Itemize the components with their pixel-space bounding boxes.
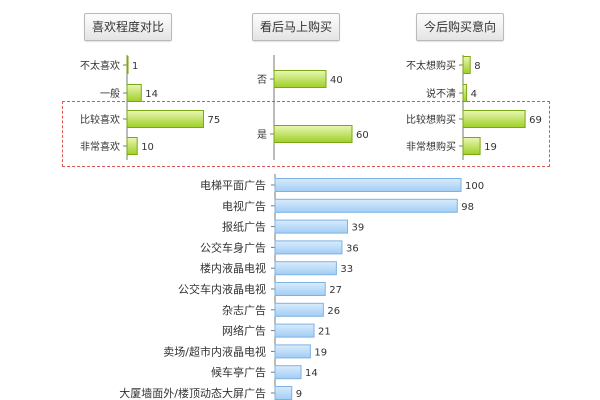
value-label-ad-channel: 36: [346, 243, 359, 254]
value-label-buy-now: 60: [356, 130, 369, 141]
category-label-ad-channel: 网络广告: [222, 324, 266, 338]
category-label-liking: 非常喜欢: [80, 140, 120, 153]
category-label-future-intent: 说不清: [426, 87, 456, 100]
bar-ad-channel: [274, 365, 302, 380]
category-label-ad-channel: 杂志广告: [222, 304, 266, 317]
panel-title-future-intent[interactable]: 今后购买意向: [416, 13, 504, 41]
category-label-future-intent: 非常想购买: [406, 140, 456, 153]
bar-ad-channel: [274, 386, 293, 400]
bar-ad-channel: [274, 219, 349, 234]
bar-future-intent: [462, 84, 468, 102]
bar-future-intent: [462, 56, 471, 74]
bar-ad-channel: [274, 282, 326, 296]
panel-title-buy-now[interactable]: 看后马上购买: [252, 13, 340, 41]
value-label-ad-channel: 33: [340, 264, 353, 275]
value-label-ad-channel: 21: [318, 327, 331, 338]
bar-ad-channel: [274, 344, 311, 359]
bar-ad-channel: [274, 261, 337, 276]
bar-ad-channel: [274, 302, 324, 317]
value-label-ad-channel: 9: [296, 389, 302, 400]
value-label-liking: 75: [208, 115, 221, 126]
category-label-ad-channel: 报纸广告: [222, 220, 266, 234]
value-label-ad-channel: 98: [461, 202, 474, 213]
value-label-ad-channel: 100: [465, 181, 484, 192]
value-label-liking: 10: [141, 142, 154, 153]
category-label-buy-now: 否: [257, 74, 267, 86]
category-label-ad-channel: 楼内液晶电视: [200, 261, 266, 275]
value-label-ad-channel: 26: [327, 306, 340, 317]
category-label-buy-now: 是: [257, 129, 267, 141]
value-label-future-intent: 19: [484, 142, 497, 153]
bar-liking: [126, 84, 142, 102]
value-label-future-intent: 69: [529, 115, 542, 126]
category-label-ad-channel: 公交车内液晶电视: [178, 282, 266, 296]
value-label-liking: 1: [132, 61, 138, 72]
value-label-future-intent: 4: [471, 89, 477, 100]
category-label-liking: 一般: [100, 87, 120, 100]
category-label-ad-channel: 电视广告: [222, 199, 266, 213]
category-label-ad-channel: 大厦墙面外/楼顶动态大屏广告: [119, 386, 266, 400]
panel-title-liking[interactable]: 喜欢程度对比: [84, 13, 172, 41]
bar-ad-channel: [274, 198, 458, 213]
category-label-ad-channel: 候车亭广告: [211, 365, 266, 379]
category-label-future-intent: 不太想购买: [406, 59, 456, 72]
bar-liking: [126, 137, 138, 155]
value-label-ad-channel: 39: [352, 223, 365, 234]
bar-liking: [126, 56, 129, 74]
bar-buy-now: [273, 70, 327, 88]
bar-future-intent: [462, 110, 526, 128]
category-label-ad-channel: 卖场/超市内液晶电视: [163, 344, 266, 358]
category-label-liking: 比较喜欢: [80, 113, 120, 126]
category-label-future-intent: 比较想购买: [406, 113, 456, 126]
value-label-ad-channel: 19: [314, 347, 327, 358]
value-label-ad-channel: 27: [329, 285, 342, 296]
bar-ad-channel: [274, 323, 315, 338]
bar-ad-channel: [274, 178, 462, 192]
highlight-dashed-box: [62, 101, 550, 167]
value-label-ad-channel: 14: [305, 368, 318, 379]
category-label-ad-channel: 电梯平面广告: [200, 179, 266, 192]
bar-liking: [126, 110, 204, 128]
category-label-liking: 不太喜欢: [80, 59, 120, 72]
bar-future-intent: [462, 137, 481, 155]
category-label-ad-channel: 公交车身广告: [200, 240, 266, 254]
value-label-liking: 14: [145, 89, 158, 100]
bar-ad-channel: [274, 240, 343, 255]
bar-buy-now: [273, 125, 353, 143]
value-label-future-intent: 8: [474, 61, 480, 72]
value-label-buy-now: 40: [330, 75, 343, 86]
